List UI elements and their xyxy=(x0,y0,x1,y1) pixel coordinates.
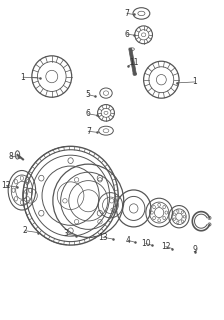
Text: 1: 1 xyxy=(21,73,25,82)
Text: 7: 7 xyxy=(125,9,129,18)
Text: 12: 12 xyxy=(161,242,170,251)
Text: 12: 12 xyxy=(2,181,11,190)
Text: 3: 3 xyxy=(64,229,69,238)
Text: 1: 1 xyxy=(192,77,197,86)
Text: 10: 10 xyxy=(141,239,151,248)
Text: 8: 8 xyxy=(9,152,13,161)
Text: 6: 6 xyxy=(125,30,129,39)
Text: 6: 6 xyxy=(86,109,91,118)
Text: 9: 9 xyxy=(192,245,197,254)
Text: 5: 5 xyxy=(86,90,91,99)
Text: 7: 7 xyxy=(86,127,91,136)
Text: 11: 11 xyxy=(129,58,138,67)
Text: 13: 13 xyxy=(98,233,108,242)
Text: 4: 4 xyxy=(126,236,131,245)
Text: 2: 2 xyxy=(23,226,28,235)
